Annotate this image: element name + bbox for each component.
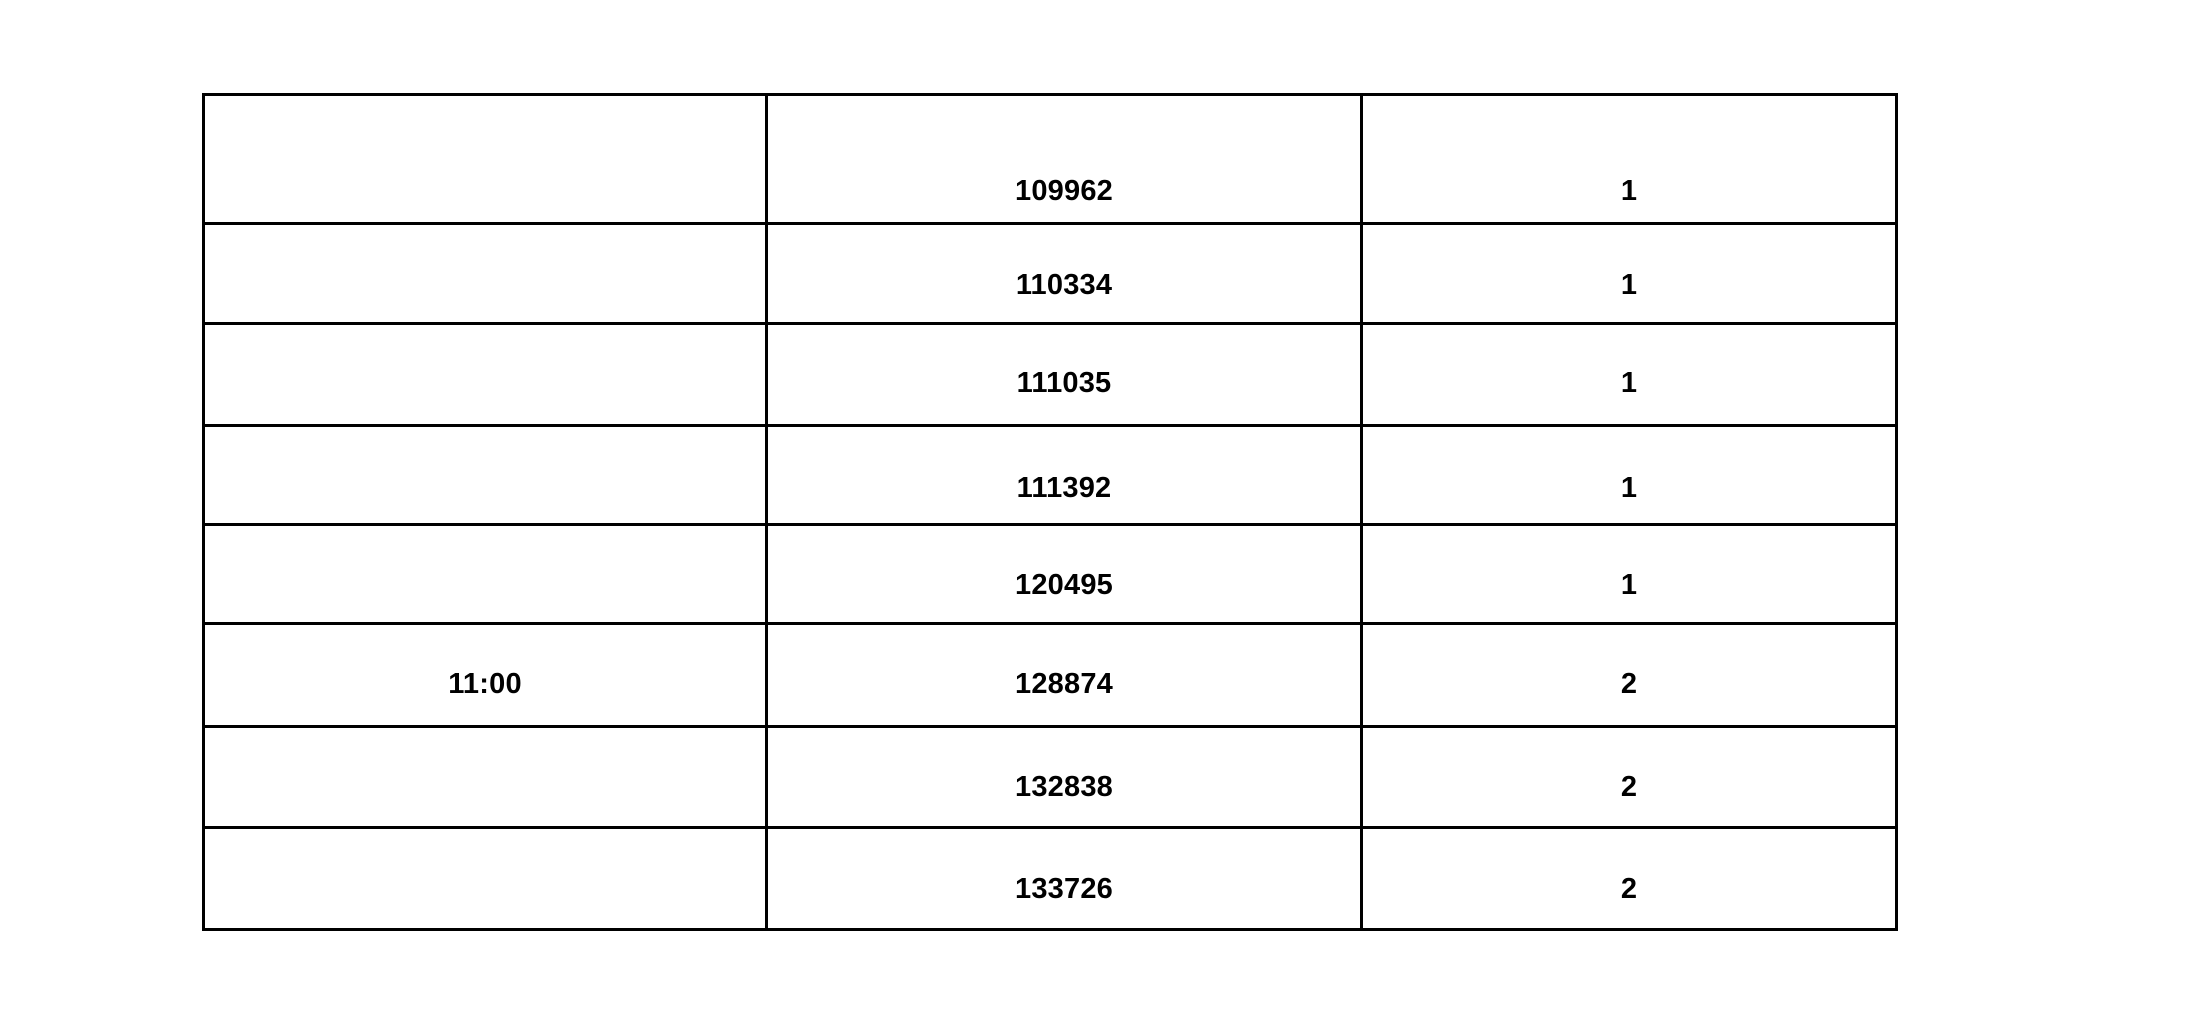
cell-value[interactable]: 111035	[765, 322, 1363, 427]
cell-count[interactable]: 2	[1360, 826, 1898, 931]
table-row[interactable]: 109962 1	[202, 93, 1898, 225]
cell-time[interactable]	[202, 725, 768, 829]
top-clip-mask	[0, 0, 2201, 93]
table-row[interactable]: 110334 1	[202, 222, 1898, 325]
table-row[interactable]: 133726 2	[202, 826, 1898, 931]
cell-value[interactable]: 111392	[765, 424, 1363, 526]
data-table-container: 109962 1 110334 1 111035 1 111392 1	[202, 93, 1898, 931]
cell-time[interactable]	[202, 93, 768, 225]
cell-value[interactable]: 120495	[765, 523, 1363, 625]
cell-time[interactable]	[202, 222, 768, 325]
cell-time[interactable]	[202, 523, 768, 625]
table-row[interactable]: 120495 1	[202, 523, 1898, 625]
cell-value[interactable]: 132838	[765, 725, 1363, 829]
table-row[interactable]: 132838 2	[202, 725, 1898, 829]
cell-count[interactable]: 1	[1360, 322, 1898, 427]
cell-count[interactable]: 1	[1360, 523, 1898, 625]
cell-time[interactable]	[202, 322, 768, 427]
cell-count[interactable]: 2	[1360, 725, 1898, 829]
cell-count[interactable]: 1	[1360, 93, 1898, 225]
data-table: 109962 1 110334 1 111035 1 111392 1	[202, 93, 1898, 931]
cell-time[interactable]	[202, 424, 768, 526]
cell-value[interactable]: 128874	[765, 622, 1363, 728]
cell-value[interactable]: 109962	[765, 93, 1363, 225]
cell-time[interactable]	[202, 826, 768, 931]
table-row[interactable]: 11:00 128874 2	[202, 622, 1898, 728]
cell-count[interactable]: 2	[1360, 622, 1898, 728]
cell-value[interactable]: 133726	[765, 826, 1363, 931]
cell-value[interactable]: 110334	[765, 222, 1363, 325]
cell-count[interactable]: 1	[1360, 424, 1898, 526]
cell-count[interactable]: 1	[1360, 222, 1898, 325]
cell-time[interactable]: 11:00	[202, 622, 768, 728]
data-table-body: 109962 1 110334 1 111035 1 111392 1	[202, 93, 1898, 931]
table-row[interactable]: 111392 1	[202, 424, 1898, 526]
table-row[interactable]: 111035 1	[202, 322, 1898, 427]
